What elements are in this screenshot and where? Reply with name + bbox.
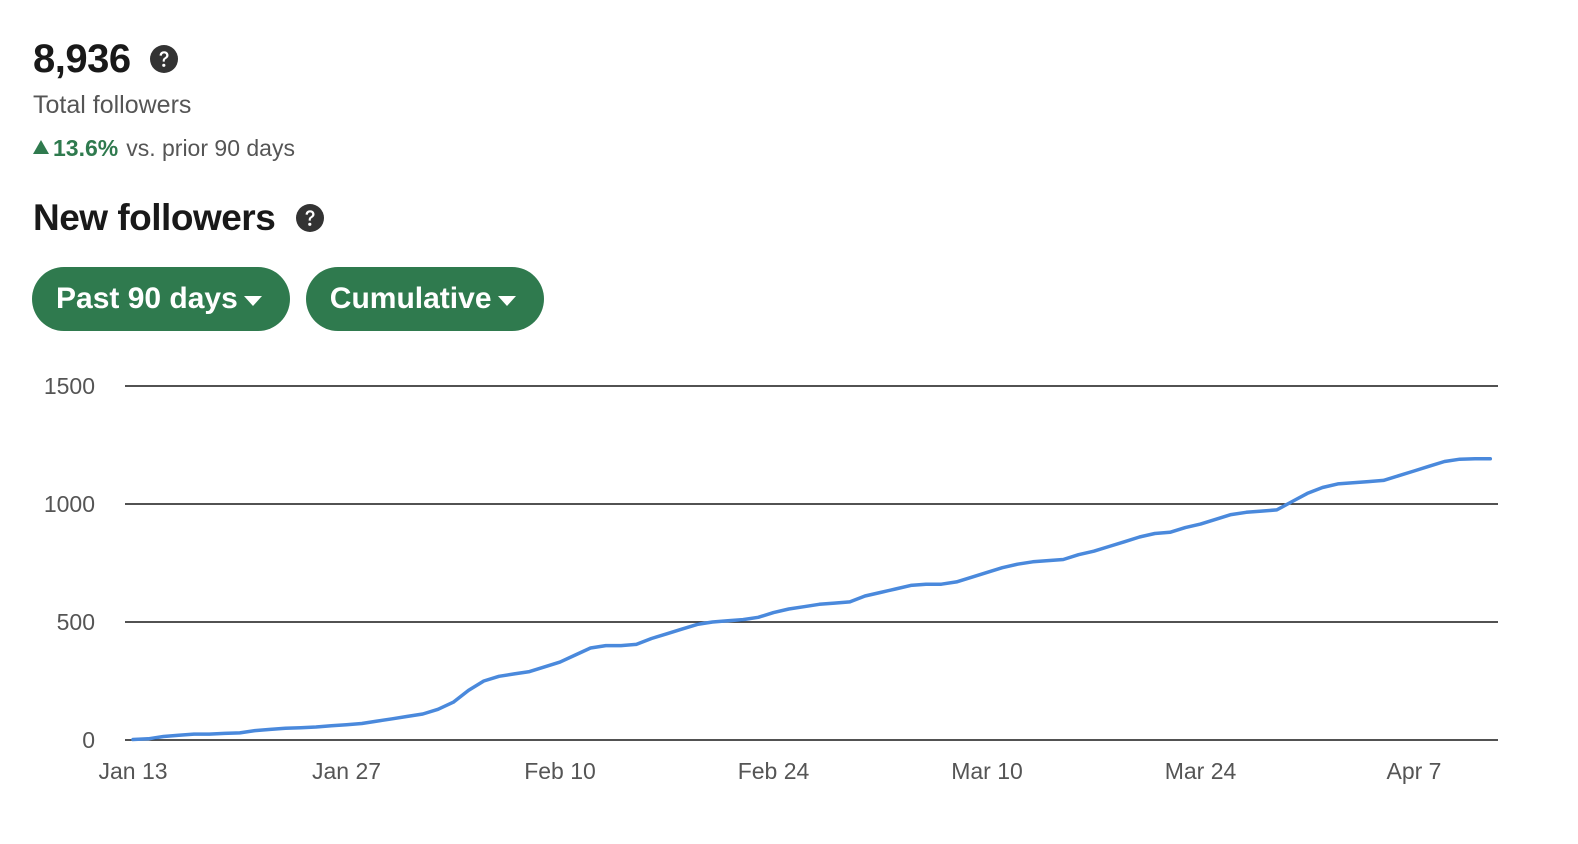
change-comparison-label: vs. prior 90 days xyxy=(126,135,295,161)
question-circle-icon[interactable] xyxy=(149,44,179,74)
y-tick-label: 500 xyxy=(57,609,95,635)
total-followers-row: 8,936 xyxy=(33,34,295,84)
change-indicator: 13.6% vs. prior 90 days xyxy=(33,134,295,162)
x-tick-label: Feb 10 xyxy=(524,758,596,784)
new-followers-header: New followers xyxy=(33,193,325,243)
chart-filters: Past 90 days Cumulative xyxy=(32,267,560,331)
x-tick-label: Apr 7 xyxy=(1387,758,1442,784)
y-tick-label: 1500 xyxy=(44,373,95,399)
x-tick-label: Jan 13 xyxy=(98,758,167,784)
section-title: New followers xyxy=(33,197,276,238)
x-tick-label: Feb 24 xyxy=(738,758,810,784)
change-percent: 13.6% xyxy=(53,135,119,161)
x-axis-ticks: Jan 13 Jan 27 Feb 10 Feb 24 Mar 10 Mar 24 Apr … xyxy=(98,758,1441,784)
y-axis-ticks: 0 500 1000 1500 xyxy=(44,373,95,753)
x-tick-label: Mar 10 xyxy=(951,758,1023,784)
aggregation-mode-dropdown[interactable]: Cumulative xyxy=(305,267,544,331)
chart-series xyxy=(131,456,1493,742)
total-followers-summary: 8,936 Total followers 13.6% vs. prior 90… xyxy=(33,34,295,162)
total-followers-value: 8,936 xyxy=(33,37,131,81)
up-arrow-icon xyxy=(33,140,49,154)
x-tick-label: Mar 24 xyxy=(1165,758,1237,784)
time-range-dropdown[interactable]: Past 90 days xyxy=(32,267,290,331)
y-tick-label: 0 xyxy=(82,727,95,753)
aggregation-mode-label: Cumulative xyxy=(329,282,492,315)
time-range-label: Past 90 days xyxy=(56,282,238,315)
y-tick-label: 1000 xyxy=(44,491,95,517)
series-line-0 xyxy=(131,456,1493,742)
chart-gridlines xyxy=(125,385,1498,741)
total-followers-label: Total followers xyxy=(33,91,192,119)
caret-down-icon xyxy=(497,295,516,306)
question-circle-icon[interactable] xyxy=(295,203,325,233)
caret-down-icon xyxy=(243,295,262,306)
x-tick-label: Jan 27 xyxy=(312,758,381,784)
